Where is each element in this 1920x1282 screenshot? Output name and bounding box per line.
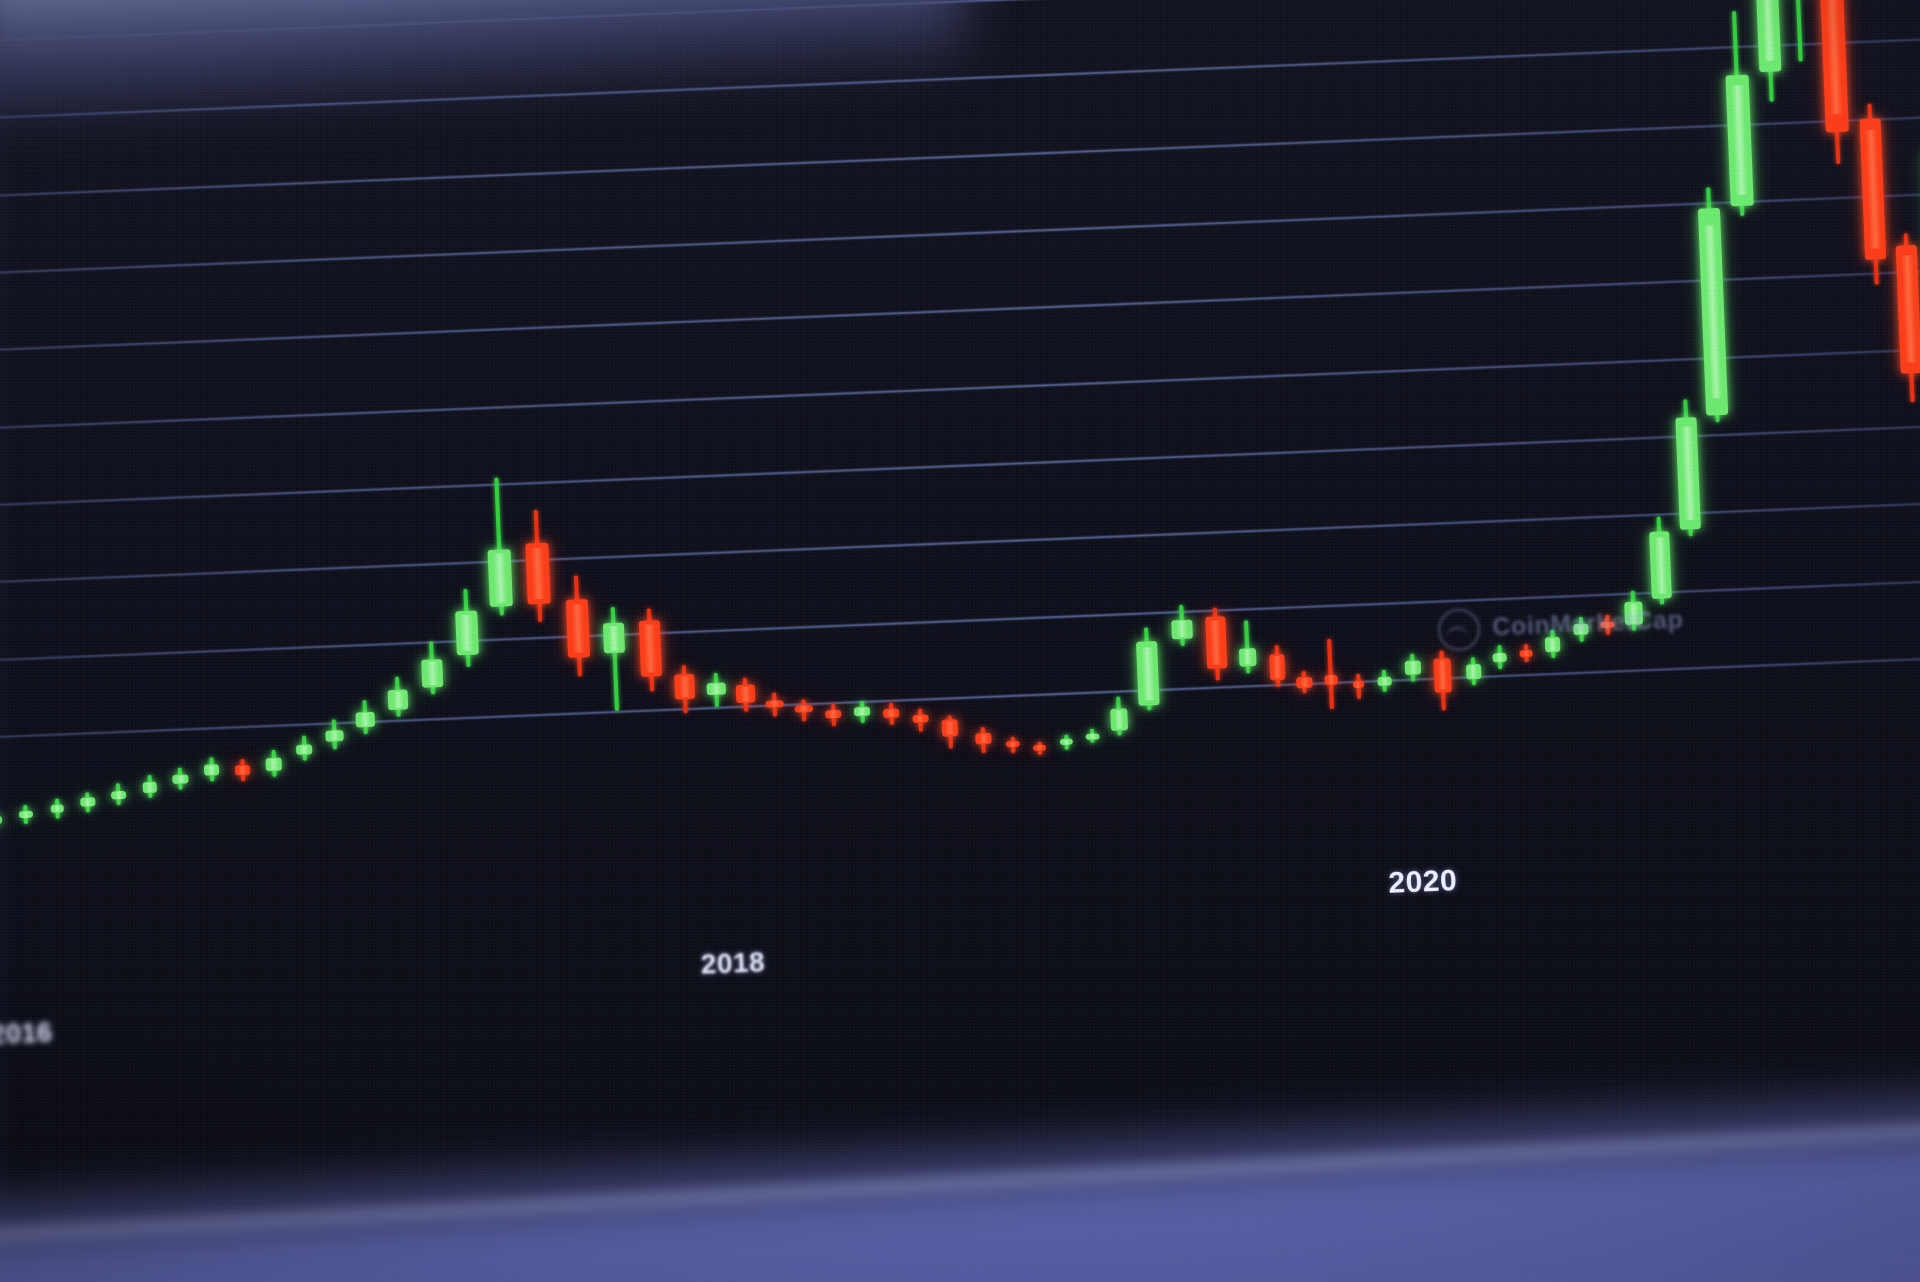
candle-body — [1378, 677, 1393, 687]
candle-body — [235, 764, 252, 777]
candle-body — [1033, 744, 1047, 752]
candle-body — [296, 744, 314, 756]
candle-body — [1171, 619, 1194, 640]
candle-body — [0, 816, 3, 825]
candle-body — [1466, 664, 1482, 680]
candle-body — [1698, 208, 1729, 416]
candle-body — [173, 774, 189, 785]
candle-body — [1269, 654, 1286, 681]
watermark-label: CoinMarketCap — [1492, 606, 1685, 643]
candle-body — [707, 683, 727, 696]
candle-body — [1817, 0, 1849, 133]
candle-body — [1325, 674, 1338, 686]
candle-body — [1110, 708, 1129, 732]
candle-body — [1726, 74, 1754, 207]
candle-body — [1519, 650, 1534, 658]
candle-body — [854, 707, 872, 717]
candle-body — [1753, 0, 1782, 73]
candle-body — [1239, 648, 1257, 667]
candle-body — [1649, 531, 1673, 600]
candle-body — [111, 790, 127, 801]
candle-body — [1492, 653, 1508, 663]
candle-body — [736, 685, 756, 704]
candle-body — [326, 729, 345, 743]
chart-watermark: CoinMarketCap — [1437, 600, 1685, 652]
candle-body — [566, 599, 591, 659]
candle-body — [1005, 741, 1021, 749]
candle-body — [265, 757, 283, 772]
candle-body — [1433, 658, 1452, 694]
candle-body — [487, 549, 514, 608]
candle-body — [1136, 641, 1161, 707]
candle-body — [1896, 245, 1920, 374]
candle-body — [421, 658, 445, 689]
candle-body — [825, 709, 843, 720]
candle-body — [1205, 616, 1228, 670]
candle-body — [1405, 661, 1422, 676]
candle-body — [638, 620, 663, 678]
candle-body — [976, 733, 993, 745]
candle-wick — [1792, 0, 1804, 63]
candle-body — [674, 674, 696, 701]
candle-body — [941, 719, 959, 737]
candle-body — [603, 623, 626, 654]
x-axis-label-2020: 2020 — [1388, 864, 1459, 901]
candle-body — [455, 611, 480, 656]
candle-body — [203, 764, 220, 776]
candle-body — [525, 543, 552, 605]
coinmarketcap-logo-icon — [1437, 608, 1482, 652]
candle-body — [912, 715, 929, 724]
candle-body — [1352, 681, 1365, 690]
candle-body — [883, 708, 901, 719]
candle-body — [356, 712, 376, 728]
candle-body — [142, 782, 158, 794]
candle-body — [50, 805, 65, 814]
x-axis-label-2018: 2018 — [700, 946, 767, 981]
x-axis-label-2016: 2016 — [0, 1017, 54, 1050]
candle-body — [19, 811, 34, 819]
candle-body — [1059, 739, 1074, 746]
candle-body — [388, 690, 409, 711]
candle-body — [1859, 118, 1887, 261]
candle-body — [1086, 733, 1100, 741]
candle-body — [1296, 677, 1313, 689]
candle-body — [80, 798, 96, 808]
